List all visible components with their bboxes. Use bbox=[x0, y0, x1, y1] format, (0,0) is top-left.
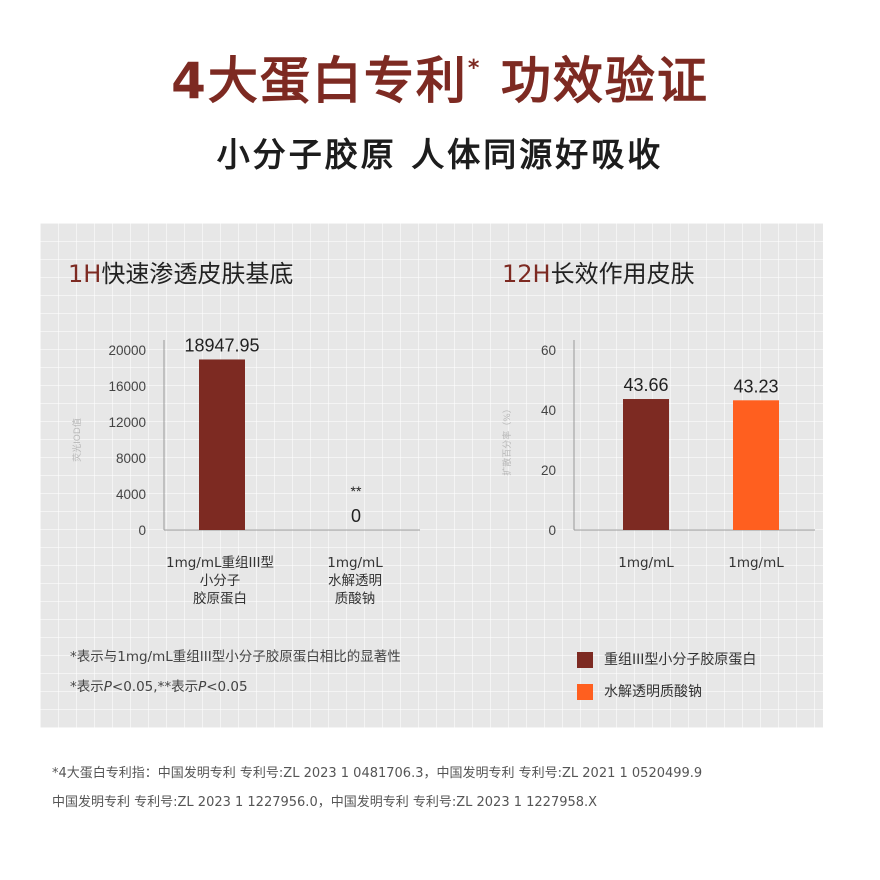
right-bar-2 bbox=[733, 400, 779, 530]
right-chart-title-text: 长效作用皮肤 bbox=[550, 260, 695, 288]
legend-label-hyaluronate: 水解透明质酸钠 bbox=[604, 684, 702, 700]
p-note-d: P bbox=[198, 679, 207, 695]
right-data-label-1: 43.66 bbox=[623, 375, 668, 395]
left-category-2: 1mg/mL 水解透明质酸钠 bbox=[290, 554, 420, 608]
headline: 4大蛋白专利* 功效验证 bbox=[0, 56, 880, 106]
left-chart-title-accent: 1H bbox=[68, 260, 102, 288]
left-data-label-1: 18947.95 bbox=[184, 335, 259, 355]
left-y-tick-label-1: 4000 bbox=[116, 487, 146, 502]
right-bar-1 bbox=[623, 399, 669, 530]
right-category-1: 1mg/mL bbox=[618, 555, 674, 571]
patent-footnote-line1: *4大蛋白专利指：中国发明专利 专利号:ZL 2023 1 0481706.3，… bbox=[52, 766, 703, 781]
right-y-tick-label-0: 0 bbox=[548, 523, 556, 538]
left-category-1-line-1: 1mg/mL重组III型 bbox=[166, 555, 274, 571]
legend-swatch-collagen bbox=[577, 652, 593, 668]
right-category-2: 1mg/mL bbox=[728, 555, 784, 571]
p-note-c: <0.05,**表示 bbox=[111, 679, 199, 695]
left-chart-title-text: 快速渗透皮肤基底 bbox=[101, 260, 294, 288]
left-category-2-line-3: 质酸钠 bbox=[334, 591, 376, 607]
headline-title-suffix: 功效验证 bbox=[500, 52, 709, 110]
left-chart-title: 1H快速渗透皮肤基底 bbox=[68, 262, 293, 286]
legend-swatch-hyaluronate bbox=[577, 684, 593, 700]
p-note-e: <0.05 bbox=[206, 679, 248, 695]
left-y-tick-label-3: 12000 bbox=[108, 415, 146, 430]
p-note-b: P bbox=[103, 679, 112, 695]
p-note-a: *表示 bbox=[70, 679, 104, 695]
left-category-1: 1mg/mL重组III型 小分子胶原蛋白 bbox=[150, 554, 290, 608]
patent-footnote-line2: 中国发明专利 专利号:ZL 2023 1 1227956.0，中国发明专利 专利… bbox=[52, 795, 598, 810]
right-y-axis-label: 扩散百分率（%） bbox=[501, 404, 513, 476]
legend-label-collagen: 重组III型小分子胶原蛋白 bbox=[604, 652, 757, 668]
left-y-tick-label-4: 16000 bbox=[108, 379, 146, 394]
left-bar-1 bbox=[199, 359, 245, 530]
left-category-1-line-3: 胶原蛋白 bbox=[193, 591, 247, 607]
left-y-tick-label-0: 0 bbox=[138, 523, 146, 538]
headline-asterisk: * bbox=[467, 56, 482, 81]
left-category-2-line-2: 水解透明 bbox=[328, 573, 382, 589]
left-y-axis-label: 荧光IOD值 bbox=[71, 418, 83, 462]
left-significance-mark: ** bbox=[351, 483, 362, 499]
right-y-tick-label-3: 60 bbox=[541, 343, 556, 358]
chart-panel bbox=[40, 223, 823, 728]
headline-title: 4大蛋白专利 bbox=[171, 52, 468, 110]
left-y-tick-label-2: 8000 bbox=[116, 451, 146, 466]
right-y-tick-label-1: 20 bbox=[541, 463, 556, 478]
right-data-label-2: 43.23 bbox=[733, 376, 778, 396]
right-y-tick-label-2: 40 bbox=[541, 403, 556, 418]
significance-note: *表示与1mg/mL重组III型小分子胶原蛋白相比的显著性 bbox=[70, 649, 401, 665]
left-data-label-2: 0 bbox=[351, 506, 361, 526]
left-y-tick-label-5: 20000 bbox=[108, 343, 146, 358]
right-chart-title: 12H长效作用皮肤 bbox=[502, 262, 695, 286]
left-category-2-line-1: 1mg/mL bbox=[327, 555, 383, 571]
subheadline: 小分子胶原 人体同源好吸收 bbox=[216, 135, 664, 174]
right-chart-title-accent: 12H bbox=[502, 260, 551, 288]
left-category-1-line-2: 小分子 bbox=[199, 573, 241, 589]
p-value-note: *表示P<0.05,**表示P<0.05 bbox=[70, 679, 248, 695]
